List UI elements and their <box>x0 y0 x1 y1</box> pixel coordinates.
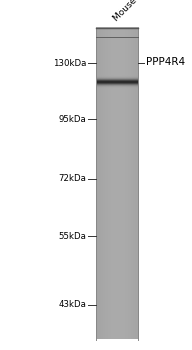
Text: Mouse lung: Mouse lung <box>112 0 155 23</box>
Text: 72kDa: 72kDa <box>59 174 86 183</box>
Text: 130kDa: 130kDa <box>53 58 86 68</box>
Text: 55kDa: 55kDa <box>59 232 86 241</box>
Text: PPP4R4: PPP4R4 <box>146 57 185 67</box>
Text: 95kDa: 95kDa <box>59 114 86 124</box>
Text: 43kDa: 43kDa <box>59 300 86 309</box>
